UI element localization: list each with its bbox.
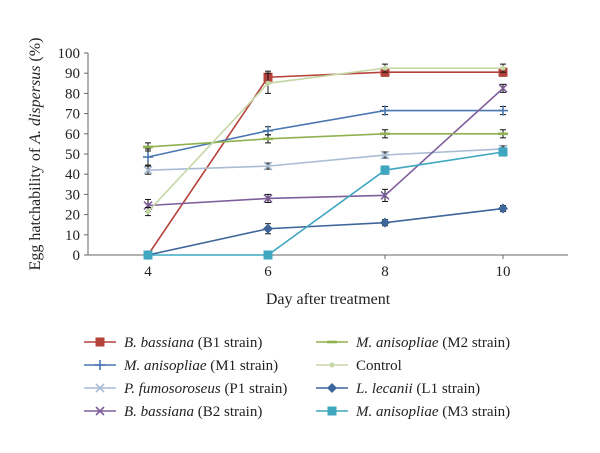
series-line (147, 109, 503, 158)
data-point (327, 406, 337, 416)
data-point (498, 147, 508, 157)
y-tick-label: 70 (65, 107, 80, 123)
legend-item-6: Control (316, 358, 402, 374)
legend-label: M. anisopliae (M3 strain) (355, 404, 510, 420)
legend-item-5: M. anisopliae (M2 strain) (316, 335, 510, 351)
data-point (145, 209, 151, 215)
data-point (263, 223, 273, 234)
data-point (95, 360, 105, 370)
series-layer (143, 63, 508, 260)
x-tick-label: 6 (264, 264, 272, 280)
legend-item-8: M. anisopliae (M3 strain) (316, 404, 510, 420)
series-7 (143, 203, 508, 260)
y-tick-label: 30 (65, 187, 80, 203)
series-line (147, 67, 503, 213)
legend-item-1: B. bassiana (B1 strain) (84, 335, 262, 351)
legend-item-7: L. lecanii (L1 strain) (316, 381, 480, 397)
legend-item-3: P. fumosoroseus (P1 strain) (84, 381, 287, 397)
data-point (263, 193, 273, 204)
y-tick-label: 0 (73, 248, 81, 264)
series-1 (143, 67, 508, 260)
data-point (143, 165, 153, 175)
x-tick-label: 4 (144, 264, 152, 280)
data-point (498, 105, 508, 116)
data-point (327, 383, 337, 393)
data-point (380, 217, 390, 228)
data-point (95, 383, 105, 393)
data-point (265, 80, 271, 86)
data-point (498, 203, 508, 214)
data-point (498, 83, 508, 93)
series-line (147, 148, 504, 171)
data-point (329, 362, 335, 368)
y-tick-label: 10 (65, 228, 80, 244)
y-tick-label: 90 (65, 66, 80, 82)
data-point (143, 250, 153, 260)
legend: B. bassiana (B1 strain) M. anisopliae (M1… (84, 335, 510, 420)
x-axis-label: Day after treatment (266, 291, 391, 308)
data-point (382, 65, 388, 71)
data-point (380, 105, 390, 116)
y-tick-label: 40 (65, 167, 80, 183)
data-point (500, 65, 506, 71)
data-point (263, 250, 273, 260)
legend-label: P. fumosoroseus (P1 strain) (123, 381, 287, 397)
data-point (95, 337, 105, 347)
y-tick-label: 80 (65, 86, 80, 102)
series-2 (143, 105, 508, 166)
legend-item-4: B. bassiana (B2 strain) (84, 404, 262, 420)
series-5 (143, 129, 508, 152)
data-point (380, 190, 390, 200)
data-point (263, 125, 273, 136)
series-line (147, 207, 504, 256)
x-tick-label: 8 (381, 264, 389, 280)
legend-label: B. bassiana (B1 strain) (124, 335, 262, 351)
legend-label: M. anisopliae (M2 strain) (355, 335, 510, 351)
series-8 (143, 147, 508, 260)
data-point (143, 152, 153, 163)
y-tick-label: 50 (65, 147, 80, 163)
series-4 (143, 83, 508, 213)
series-6 (145, 63, 506, 217)
legend-label: M. anisopliae (M1 strain) (123, 358, 278, 374)
legend-label: L. lecanii (L1 strain) (355, 381, 480, 397)
data-point (95, 406, 105, 416)
y-tick-label: 60 (65, 127, 80, 143)
y-tick-label: 20 (65, 208, 80, 224)
axes: 0 10 20 30 40 50 60 70 80 90 100 4 6 8 10 Day after tre… (27, 38, 568, 308)
legend-label: B. bassiana (B2 strain) (124, 404, 262, 420)
series-line (147, 71, 503, 256)
data-point (263, 161, 273, 171)
x-tick-label: 10 (496, 264, 511, 280)
series-line (147, 87, 504, 207)
legend-label: Control (356, 358, 402, 374)
series-line (148, 151, 504, 256)
data-point (380, 165, 390, 175)
legend-item-2: M. anisopliae (M1 strain) (84, 358, 278, 374)
data-point (380, 150, 390, 160)
series-line (147, 133, 503, 148)
y-axis-label: Egg hatchability of A. dispersus (%) (27, 38, 44, 271)
y-tick-label: 100 (58, 46, 81, 62)
